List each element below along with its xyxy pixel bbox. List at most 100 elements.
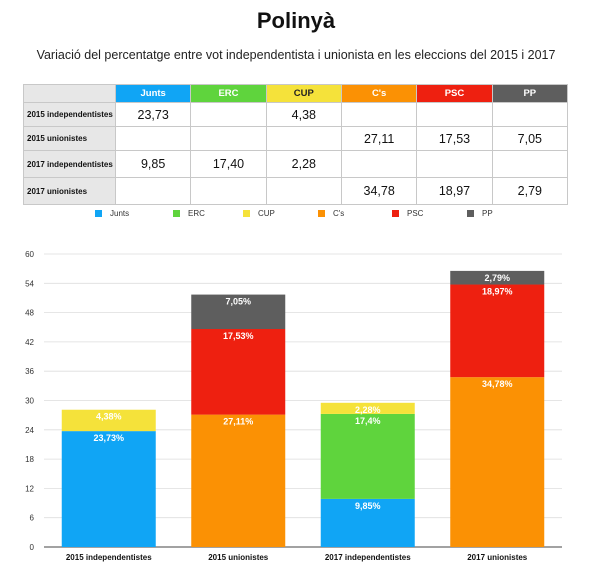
table-cell [416, 150, 493, 178]
header-erc: ERC [190, 84, 267, 103]
bar-segment [450, 284, 545, 378]
table-row: 2015 unionistes 27,11 17,53 7,05 [23, 126, 569, 151]
y-tick-label: 12 [25, 484, 34, 493]
y-tick-label: 24 [25, 426, 34, 435]
row-label: 2017 unionistes [23, 177, 116, 205]
x-tick-label: 2017 unionistes [467, 553, 528, 562]
data-label: 17,4% [355, 416, 381, 426]
data-label: 4,38% [96, 412, 122, 422]
data-label: 9,85% [355, 501, 381, 511]
table-cell [491, 150, 569, 178]
y-tick-label: 48 [25, 309, 34, 318]
chart-legend: Junts ERC CUP C's PSC PP [0, 209, 592, 223]
y-tick-label: 18 [25, 455, 34, 464]
table-cell [340, 102, 418, 127]
bar-segment [450, 377, 545, 547]
table-cell [265, 126, 342, 151]
chart-title: Polinyà [256, 8, 336, 33]
table-cell: 7,05 [491, 126, 569, 151]
legend-swatch [392, 210, 399, 217]
y-tick-label: 54 [25, 279, 34, 288]
table-cell: 18,97 [416, 177, 493, 205]
row-label: 2015 independentistes [23, 102, 116, 127]
legend-label: C's [333, 209, 345, 218]
table-cell: 23,73 [114, 102, 192, 127]
data-label: 7,05% [225, 297, 251, 307]
table-cell [190, 102, 267, 127]
chart-subtitle: Variació del percentatge entre vot indep… [36, 48, 556, 62]
table-cell: 34,78 [340, 177, 418, 205]
table-cell: 17,53 [416, 126, 493, 151]
table-cell [265, 177, 342, 205]
table-cell [190, 126, 267, 151]
table-cell [190, 177, 267, 205]
row-label: 2017 independentistes [23, 150, 116, 178]
bar-segment [191, 414, 286, 547]
y-tick-label: 0 [30, 543, 35, 552]
bar-segment [61, 409, 156, 432]
table-cell: 2,28 [265, 150, 342, 178]
data-label: 18,97% [482, 287, 513, 297]
x-tick-label: 2017 independentistes [325, 553, 411, 562]
data-label: 2,79% [484, 273, 510, 283]
header-pp: PP [491, 84, 569, 103]
bar-segment [191, 329, 286, 415]
table-cell [340, 150, 418, 178]
table-cell [491, 102, 569, 127]
legend-item-cup: CUP [243, 209, 275, 218]
header-psc: PSC [416, 84, 493, 103]
legend-swatch [318, 210, 325, 217]
legend-label: Junts [110, 209, 130, 218]
legend-swatch [95, 210, 102, 217]
data-label: 27,11% [223, 417, 253, 427]
bar-segment [191, 294, 286, 330]
table-cell [114, 177, 192, 205]
header-cs: C's [340, 84, 418, 103]
bar-segment [450, 270, 545, 285]
legend-swatch [467, 210, 474, 217]
header-cup: CUP [265, 84, 342, 103]
bar-segment [320, 402, 415, 414]
y-tick-label: 6 [30, 514, 35, 523]
table-header-row: Junts ERC CUP C's PSC PP [23, 84, 569, 103]
legend-item-cs: C's [318, 209, 344, 218]
legend-label: PSC [407, 209, 424, 218]
legend-label: ERC [188, 209, 205, 218]
y-tick-label: 42 [25, 338, 34, 347]
legend-label: PP [482, 209, 493, 218]
legend-swatch [243, 210, 250, 217]
table-corner-cell [23, 84, 116, 103]
legend-item-junts: Junts [95, 209, 129, 218]
x-tick-label: 2015 independentistes [66, 553, 152, 562]
bar-segment [61, 431, 156, 547]
legend-swatch [173, 210, 180, 217]
legend-item-pp: PP [467, 209, 493, 218]
table-row: 2017 unionistes 34,78 18,97 2,79 [23, 177, 569, 205]
table-row: 2017 independentistes 9,85 17,40 2,28 [23, 150, 569, 178]
data-label: 17,53% [223, 331, 254, 341]
table-cell [416, 102, 493, 127]
table-cell [114, 126, 192, 151]
table-cell: 9,85 [114, 150, 192, 178]
data-label: 23,73% [93, 433, 124, 443]
row-label: 2015 unionistes [23, 126, 116, 151]
data-table: Junts ERC CUP C's PSC PP 2015 independen… [23, 84, 569, 205]
x-tick-label: 2015 unionistes [208, 553, 269, 562]
y-tick-label: 36 [25, 367, 34, 376]
data-label: 2,28% [355, 405, 381, 415]
data-label: 34,78% [482, 379, 513, 389]
bar-segment [320, 413, 415, 499]
table-cell: 2,79 [491, 177, 569, 205]
table-cell: 27,11 [340, 126, 418, 151]
legend-label: CUP [258, 209, 275, 218]
table-cell: 4,38 [265, 102, 342, 127]
legend-item-erc: ERC [173, 209, 205, 218]
legend-item-psc: PSC [392, 209, 423, 218]
bar-segment [320, 498, 415, 547]
table-cell: 17,40 [190, 150, 267, 178]
header-junts: Junts [114, 84, 192, 103]
y-tick-label: 60 [25, 250, 34, 259]
stacked-bar-chart: 0 6 12 18 24 30 36 42 48 54 60 23,73% 4,38% 2015 inde… [25, 250, 562, 562]
y-tick-label: 30 [25, 397, 34, 406]
table-row: 2015 independentistes 23,73 4,38 [23, 102, 569, 127]
